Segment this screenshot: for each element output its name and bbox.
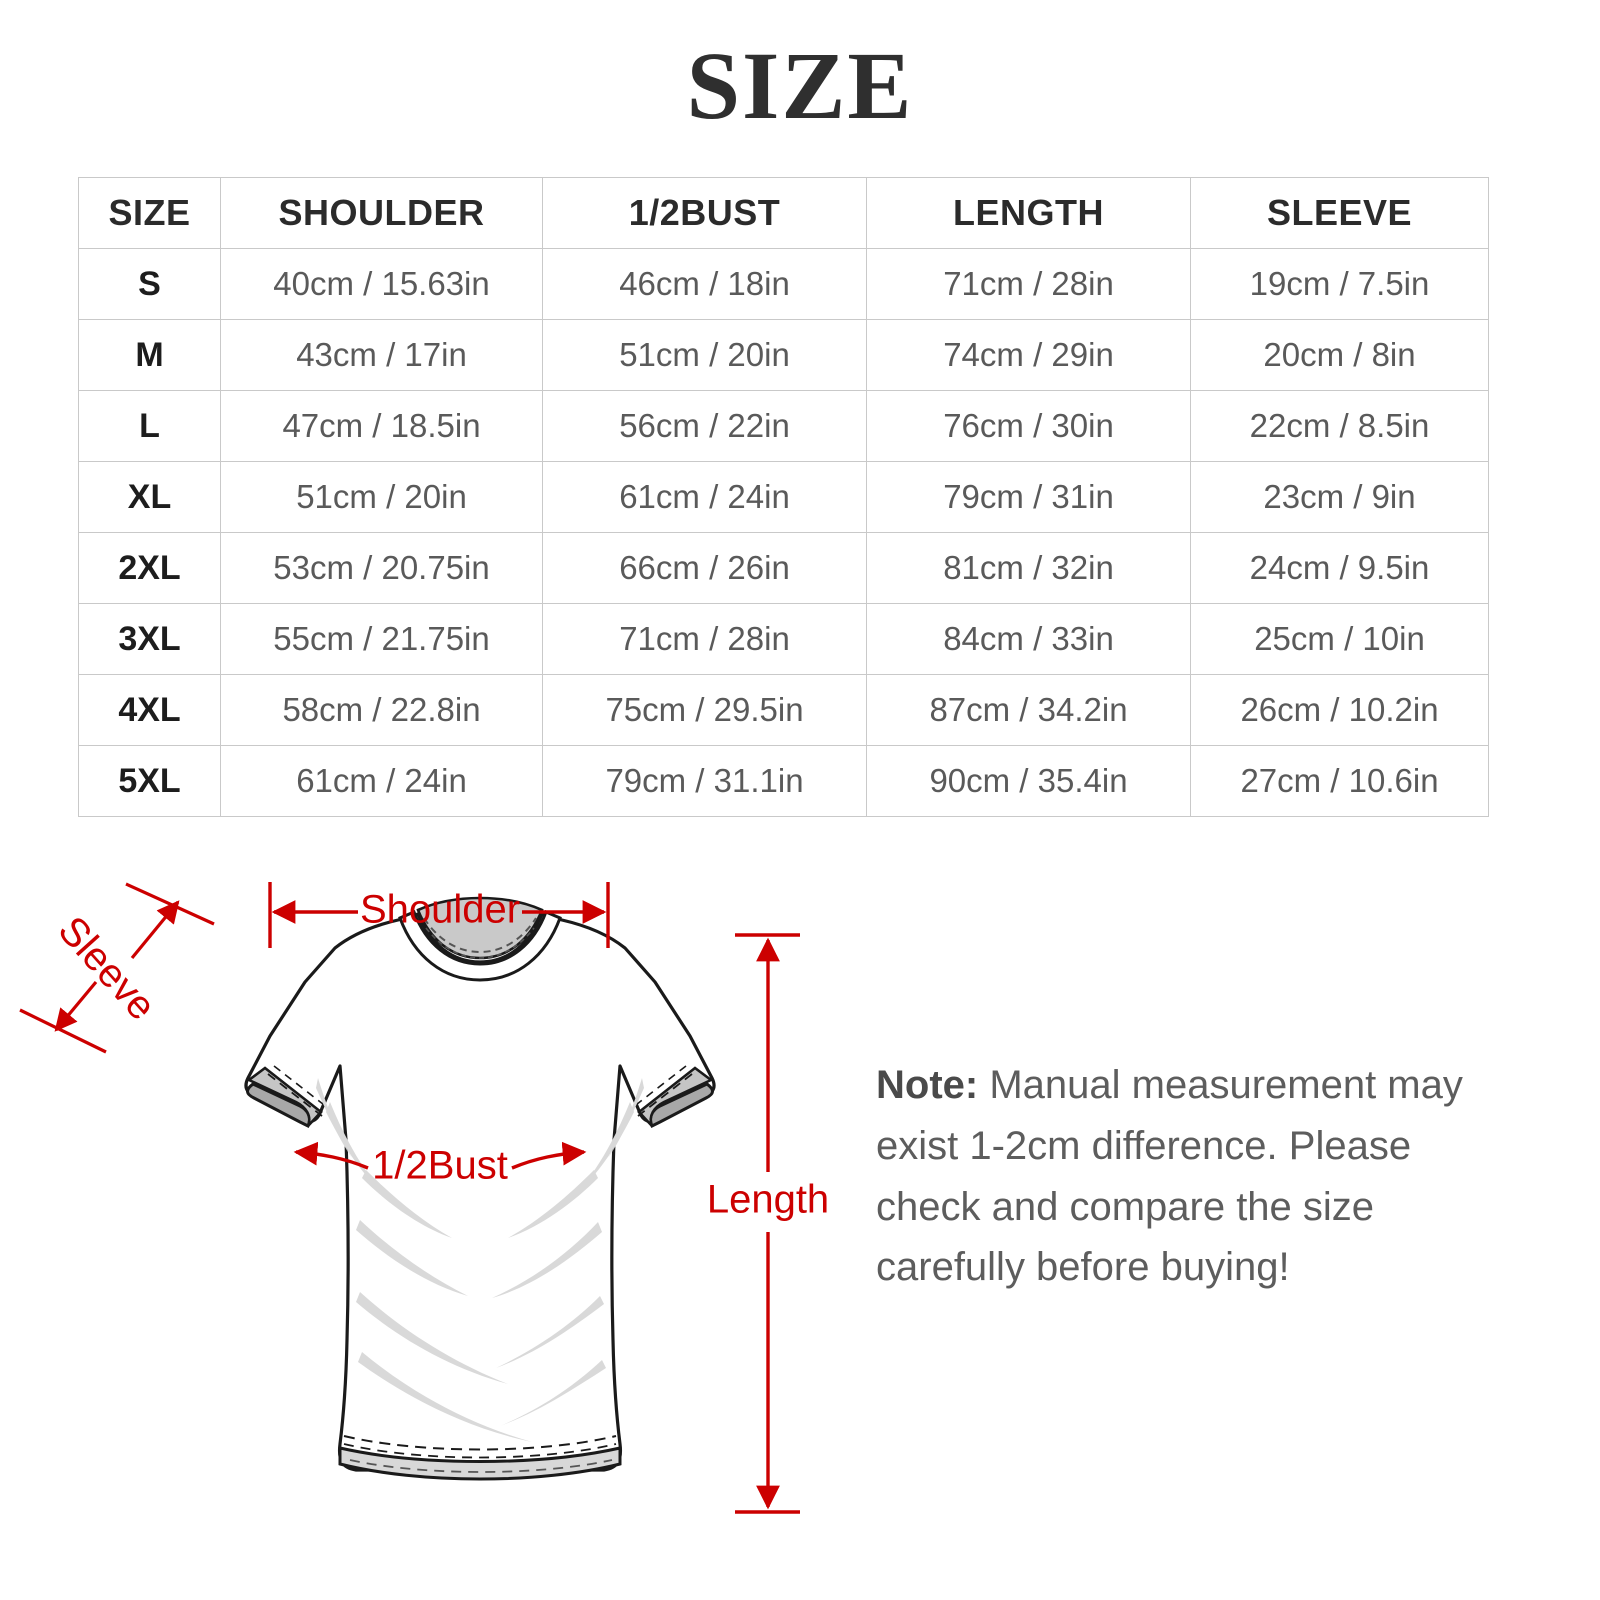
cell-size: S (78, 248, 221, 320)
cell-bust: 79cm / 31.1in (542, 745, 867, 817)
table-row: 4XL 58cm / 22.8in 75cm / 29.5in 87cm / 3… (78, 674, 1489, 746)
column-header-sleeve: SLEEVE (1190, 177, 1489, 249)
left-sleeve-hem-stitch-2 (273, 1065, 329, 1109)
left-sleeve-hem-stitch (267, 1073, 323, 1117)
tshirt-collar-outer (398, 910, 562, 982)
table-row: M 43cm / 17in 51cm / 20in 74cm / 29in 20… (78, 319, 1489, 391)
size-chart-table: SIZE SHOULDER 1/2BUST LENGTH SLEEVE S 40… (78, 177, 1489, 817)
table-row: L 47cm / 18.5in 56cm / 22in 76cm / 30in … (78, 390, 1489, 462)
tshirt-measurement-diagram: Shoulder Sleeve 1/2Bust Length (0, 840, 880, 1560)
cell-length: 71cm / 28in (866, 248, 1191, 320)
cell-size: 5XL (78, 745, 221, 817)
right-sleeve-hem-stitch-2 (631, 1065, 687, 1109)
cell-length: 90cm / 35.4in (866, 745, 1191, 817)
cell-bust: 56cm / 22in (542, 390, 867, 462)
bottom-hem-stitch-1 (343, 1435, 617, 1451)
cell-size: 4XL (78, 674, 221, 746)
cell-sleeve: 26cm / 10.2in (1190, 674, 1489, 746)
length-measurement: Length (707, 933, 829, 1514)
sleeve-measurement: Sleeve (19, 882, 215, 1054)
measurement-note: Note: Manual measurement may exist 1-2cm… (876, 1055, 1506, 1298)
cell-bust: 75cm / 29.5in (542, 674, 867, 746)
cell-shoulder: 53cm / 20.75in (220, 532, 543, 604)
sleeve-arrow-up (130, 900, 180, 960)
cell-shoulder: 61cm / 24in (220, 745, 543, 817)
cell-size: XL (78, 461, 221, 533)
cell-length: 87cm / 34.2in (866, 674, 1191, 746)
cell-sleeve: 25cm / 10in (1190, 603, 1489, 675)
cell-shoulder: 43cm / 17in (220, 319, 543, 391)
right-sleeve-cuff-face (637, 1066, 714, 1127)
cell-shoulder: 40cm / 15.63in (220, 248, 543, 320)
cell-size: L (78, 390, 221, 462)
sleeve-label: Sleeve (50, 908, 165, 1028)
tshirt-body-outline (244, 912, 716, 1472)
tshirt-illustration (244, 896, 716, 1481)
column-header-size: SIZE (78, 177, 221, 249)
table-row: 2XL 53cm / 20.75in 66cm / 26in 81cm / 32… (78, 532, 1489, 604)
cell-bust: 51cm / 20in (542, 319, 867, 391)
sleeve-tick-top (125, 882, 215, 926)
cell-length: 74cm / 29in (866, 319, 1191, 391)
table-row: 5XL 61cm / 24in 79cm / 31.1in 90cm / 35.… (78, 745, 1489, 817)
shoulder-label: Shoulder (360, 888, 520, 932)
column-header-bust: 1/2BUST (542, 177, 867, 249)
cell-bust: 61cm / 24in (542, 461, 867, 533)
cell-bust: 66cm / 26in (542, 532, 867, 604)
cell-size: M (78, 319, 221, 391)
cell-sleeve: 24cm / 9.5in (1190, 532, 1489, 604)
cell-sleeve: 23cm / 9in (1190, 461, 1489, 533)
cell-length: 84cm / 33in (866, 603, 1191, 675)
bust-arrow-right (511, 1141, 587, 1170)
table-row: XL 51cm / 20in 61cm / 24in 79cm / 31in 2… (78, 461, 1489, 533)
bust-measurement: 1/2Bust (293, 1141, 587, 1188)
bust-label: 1/2Bust (372, 1144, 508, 1188)
cell-size: 2XL (78, 532, 221, 604)
cell-sleeve: 22cm / 8.5in (1190, 390, 1489, 462)
bottom-hem-stitch-2 (343, 1443, 617, 1459)
cell-shoulder: 47cm / 18.5in (220, 390, 543, 462)
cell-length: 81cm / 32in (866, 532, 1191, 604)
length-label: Length (707, 1178, 829, 1222)
page-title: SIZE (686, 32, 914, 139)
cell-shoulder: 51cm / 20in (220, 461, 543, 533)
fabric-fold-shading (316, 1078, 644, 1442)
left-sleeve-cuff-face (246, 1066, 323, 1127)
cell-shoulder: 58cm / 22.8in (220, 674, 543, 746)
table-row: 3XL 55cm / 21.75in 71cm / 28in 84cm / 33… (78, 603, 1489, 675)
cell-bust: 46cm / 18in (542, 248, 867, 320)
column-header-shoulder: SHOULDER (220, 177, 543, 249)
cell-sleeve: 19cm / 7.5in (1190, 248, 1489, 320)
cell-shoulder: 55cm / 21.75in (220, 603, 543, 675)
table-row: S 40cm / 15.63in 46cm / 18in 71cm / 28in… (78, 248, 1489, 320)
collar-stitch-line-2 (425, 927, 535, 959)
cell-length: 76cm / 30in (866, 390, 1191, 462)
sleeve-tick-bottom (19, 1008, 107, 1054)
shoulder-measurement: Shoulder (268, 882, 610, 948)
cell-bust: 71cm / 28in (542, 603, 867, 675)
cell-length: 79cm / 31in (866, 461, 1191, 533)
note-label: Note: (876, 1063, 979, 1107)
tshirt-bottom-hem (338, 1446, 622, 1481)
note-text: Manual measurement may exist 1-2cm diffe… (876, 1063, 1463, 1290)
collar-stitch-line (423, 917, 537, 954)
bust-arrow-left (293, 1141, 369, 1170)
cell-sleeve: 20cm / 8in (1190, 319, 1489, 391)
cell-size: 3XL (78, 603, 221, 675)
right-sleeve-hem-stitch (637, 1073, 693, 1117)
sleeve-arrow-down (54, 980, 98, 1032)
table-header-row: SIZE SHOULDER 1/2BUST LENGTH SLEEVE (78, 177, 1489, 249)
column-header-length: LENGTH (866, 177, 1191, 249)
cell-sleeve: 27cm / 10.6in (1190, 745, 1489, 817)
